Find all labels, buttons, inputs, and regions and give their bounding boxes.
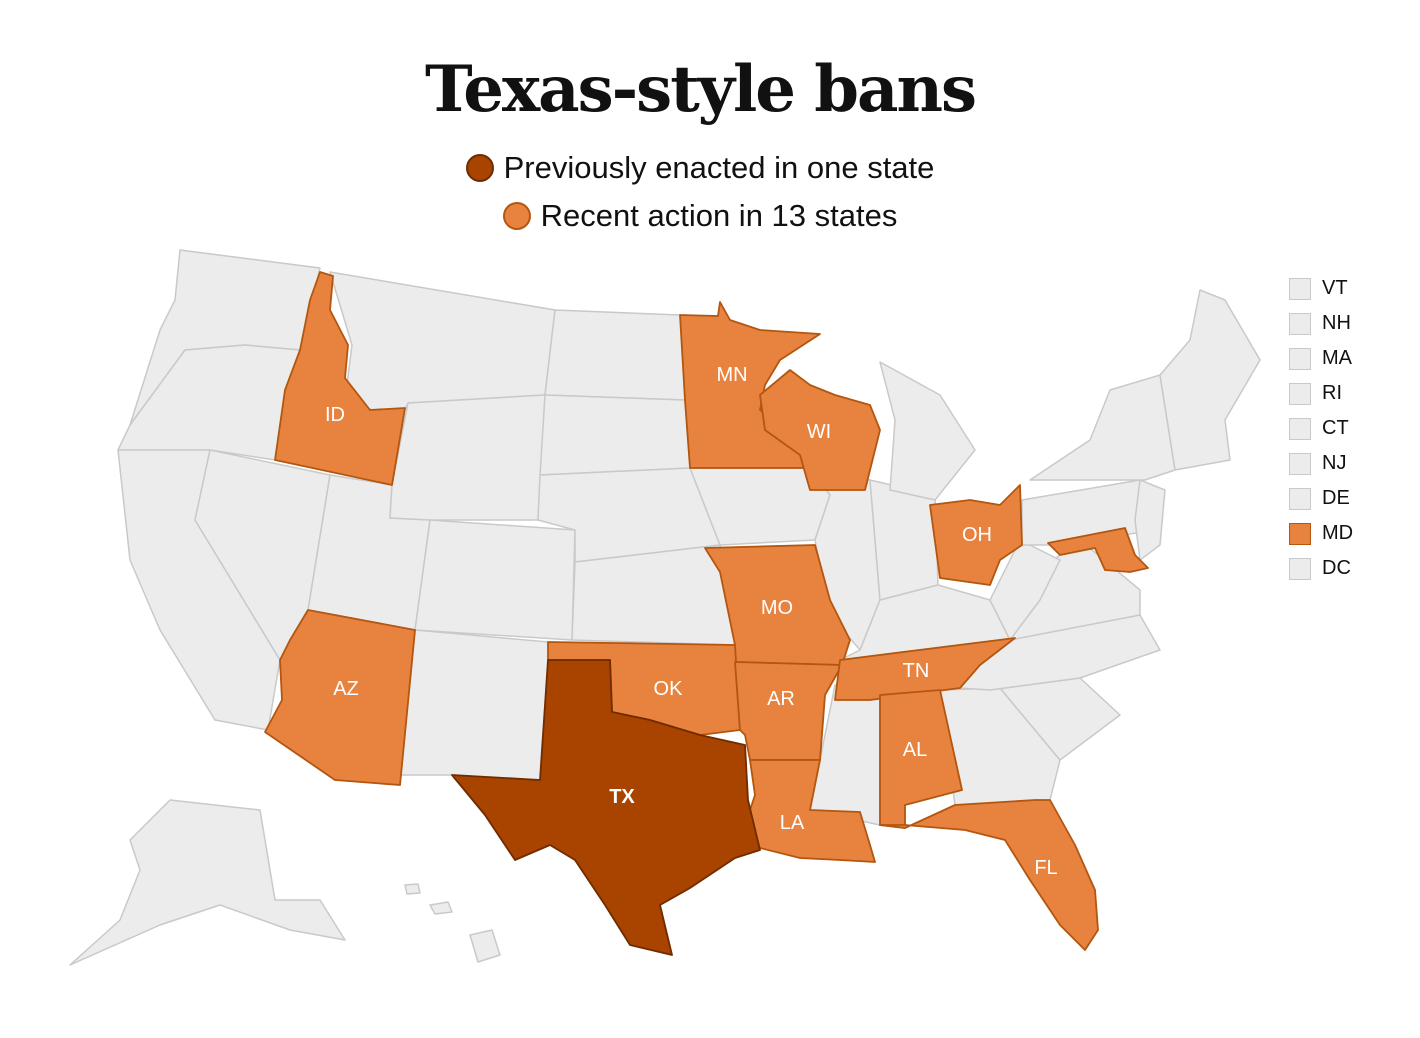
legend-item-enacted: Previously enacted in one state: [0, 150, 1400, 186]
label-oh: OH: [962, 524, 992, 546]
state-ny: [1029, 374, 1176, 481]
state-oh: [929, 484, 1023, 586]
state-fl: [879, 799, 1099, 951]
state-nj-de: [1134, 479, 1166, 561]
state-co: [414, 519, 576, 641]
state-ks: [571, 544, 736, 646]
small-state-swatch: [1289, 522, 1311, 545]
small-state-swatch: [1289, 557, 1311, 580]
small-state-swatch: [1289, 452, 1311, 475]
small-state-label: MA: [1322, 347, 1352, 369]
state-ne-states: [1159, 289, 1261, 471]
small-state-nj: NJ: [1289, 452, 1346, 475]
small-state-de: DE: [1289, 487, 1350, 510]
state-az: [264, 609, 416, 786]
small-state-label: NH: [1322, 312, 1351, 334]
label-mo: MO: [761, 597, 793, 619]
small-state-swatch: [1289, 312, 1311, 335]
state-nd: [544, 309, 686, 401]
label-wi: WI: [807, 421, 831, 443]
state-tx: [451, 659, 761, 956]
state-hi: [469, 929, 501, 963]
small-state-label: DE: [1322, 487, 1350, 509]
label-al: AL: [903, 739, 927, 761]
small-state-swatch: [1289, 382, 1311, 405]
state-hi-3: [404, 883, 421, 895]
small-state-nh: NH: [1289, 312, 1351, 335]
state-nm: [399, 629, 549, 786]
small-state-label: NJ: [1322, 452, 1347, 474]
legend-label-enacted: Previously enacted in one state: [503, 150, 935, 185]
small-state-label: VT: [1322, 277, 1348, 299]
small-state-swatch: [1289, 417, 1311, 440]
state-hi-2: [429, 901, 453, 915]
small-state-label: DC: [1322, 557, 1351, 579]
legend-swatch-enacted: [465, 154, 494, 182]
label-ok: OK: [654, 678, 684, 700]
small-state-label: MD: [1322, 522, 1354, 544]
small-state-swatch: [1289, 347, 1311, 370]
label-id: ID: [325, 404, 345, 426]
state-mn: [679, 301, 821, 469]
label-az: AZ: [333, 678, 359, 700]
state-md: [1047, 527, 1149, 573]
small-state-label: CT: [1322, 417, 1349, 439]
legend-label-action: Recent action in 13 states: [540, 198, 898, 233]
label-mn: MN: [716, 364, 747, 386]
small-state-swatch: [1289, 277, 1311, 300]
small-state-ri: RI: [1289, 382, 1342, 405]
state-wy: [389, 394, 546, 521]
small-state-vt: VT: [1289, 277, 1348, 300]
small-state-label: RI: [1322, 382, 1342, 404]
state-sd: [539, 394, 691, 476]
small-state-dc: DC: [1289, 557, 1351, 580]
label-ar: AR: [767, 688, 795, 710]
state-mi: [879, 361, 976, 501]
map-title: Texas-style bans: [424, 52, 977, 127]
state-wi: [759, 369, 881, 491]
label-fl: FL: [1034, 857, 1057, 879]
label-la: LA: [780, 812, 805, 834]
label-tx: TX: [609, 786, 635, 808]
label-tn: TN: [903, 660, 930, 682]
state-tn: [834, 637, 1016, 701]
small-state-swatch: [1289, 487, 1311, 510]
state-ak: [69, 799, 346, 966]
legend-item-action: Recent action in 13 states: [0, 198, 1400, 234]
small-state-ct: CT: [1289, 417, 1349, 440]
state-id: [274, 271, 406, 486]
small-state-md: MD: [1289, 522, 1353, 545]
legend-swatch-action: [502, 202, 531, 230]
small-state-ma: MA: [1289, 347, 1352, 370]
